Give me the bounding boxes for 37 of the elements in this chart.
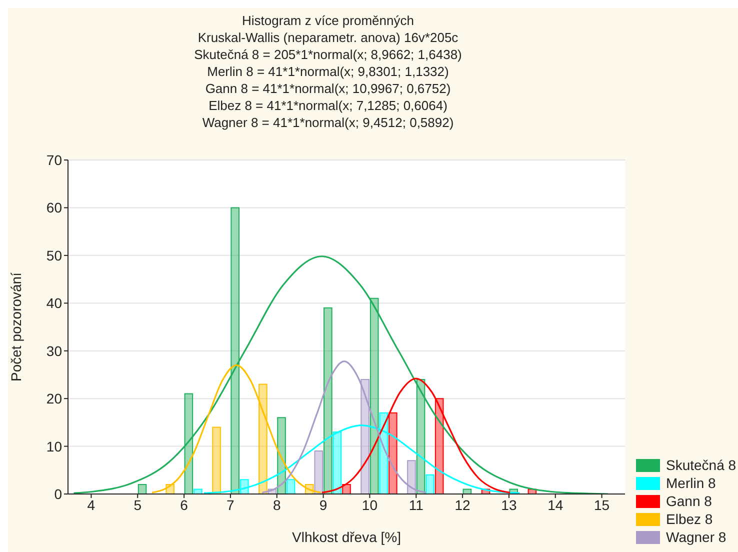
legend-label: Elbez 8 bbox=[666, 510, 713, 528]
y-tick-label: 70 bbox=[46, 152, 62, 168]
x-tick-label: 9 bbox=[319, 496, 328, 513]
x-tick-label: 6 bbox=[180, 496, 188, 513]
legend-label: Skutečná 8 bbox=[666, 456, 736, 474]
text: Elbez 8 = 41*1*normal(x; 7,1285; 0,6064) bbox=[208, 97, 448, 114]
line-series bbox=[72, 256, 609, 494]
x-tick-label: 15 bbox=[594, 496, 610, 513]
y-tick-label: 20 bbox=[46, 390, 62, 407]
y-tick-label: 40 bbox=[46, 295, 62, 312]
text: Gann 8 = 41*1*normal(x; 10,9967; 0,6752) bbox=[204, 80, 452, 97]
chart-subtitle: Kruskal-Wallis (neparametr. anova) 16v*205c bbox=[196, 29, 460, 46]
x-tick-label: 12 bbox=[454, 496, 471, 513]
y-axis-title: Počet pozorování bbox=[8, 272, 24, 382]
line-series bbox=[203, 424, 520, 494]
text: Merlin 8 = 41*1*normal(x; 9,8301; 1,1332) bbox=[206, 63, 450, 80]
text: Skutečná 8 = 205*1*normal(x; 8,9662; 1,6438) bbox=[193, 46, 463, 63]
legend-label: Wagner 8 bbox=[666, 528, 726, 546]
y-tick-label: 50 bbox=[46, 247, 62, 264]
y-tick-label: 30 bbox=[46, 342, 62, 359]
text: Wagner 8 = 41*1*normal(x; 9,4512; 0,5892) bbox=[201, 114, 455, 131]
x-tick-label: 11 bbox=[408, 496, 424, 513]
x-tick-label: 7 bbox=[226, 496, 235, 513]
legend-label: Gann 8 bbox=[666, 492, 712, 510]
x-tick-label: 10 bbox=[362, 496, 378, 513]
chart-title: Histogram z více proměnných bbox=[241, 12, 415, 29]
y-tick-label: 10 bbox=[46, 438, 62, 454]
x-axis-title: Vlhkost dřeva [%] bbox=[292, 529, 401, 545]
x-tick-label: 4 bbox=[87, 496, 96, 513]
legend-label: Merlin 8 bbox=[666, 474, 716, 492]
y-tick-label: 60 bbox=[46, 200, 62, 216]
x-tick-label: 8 bbox=[272, 496, 281, 513]
y-tick-label: 0 bbox=[54, 486, 62, 502]
x-tick-label: 5 bbox=[134, 496, 142, 513]
x-tick-label: 14 bbox=[548, 496, 564, 513]
line-series bbox=[151, 364, 322, 494]
x-tick-label: 13 bbox=[501, 496, 517, 513]
